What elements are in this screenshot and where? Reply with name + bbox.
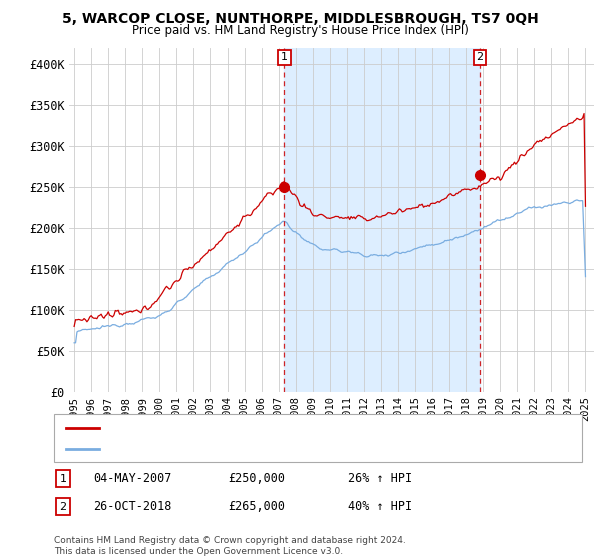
Text: Price paid vs. HM Land Registry's House Price Index (HPI): Price paid vs. HM Land Registry's House … [131, 24, 469, 36]
Text: HPI: Average price, detached house, Middlesbrough: HPI: Average price, detached house, Midd… [105, 444, 375, 454]
Text: 26% ↑ HPI: 26% ↑ HPI [348, 472, 412, 486]
Text: 04-MAY-2007: 04-MAY-2007 [93, 472, 172, 486]
Text: £250,000: £250,000 [228, 472, 285, 486]
Text: 5, WARCOP CLOSE, NUNTHORPE, MIDDLESBROUGH, TS7 0QH (detached house): 5, WARCOP CLOSE, NUNTHORPE, MIDDLESBROUG… [105, 423, 518, 433]
Text: 40% ↑ HPI: 40% ↑ HPI [348, 500, 412, 514]
Text: 2: 2 [476, 53, 484, 63]
Text: 1: 1 [281, 53, 288, 63]
Text: £265,000: £265,000 [228, 500, 285, 514]
Text: 2: 2 [59, 502, 67, 512]
Text: 5, WARCOP CLOSE, NUNTHORPE, MIDDLESBROUGH, TS7 0QH: 5, WARCOP CLOSE, NUNTHORPE, MIDDLESBROUG… [62, 12, 538, 26]
Text: 1: 1 [59, 474, 67, 484]
Text: Contains HM Land Registry data © Crown copyright and database right 2024.
This d: Contains HM Land Registry data © Crown c… [54, 536, 406, 556]
Bar [284, 48, 480, 392]
Text: 26-OCT-2018: 26-OCT-2018 [93, 500, 172, 514]
